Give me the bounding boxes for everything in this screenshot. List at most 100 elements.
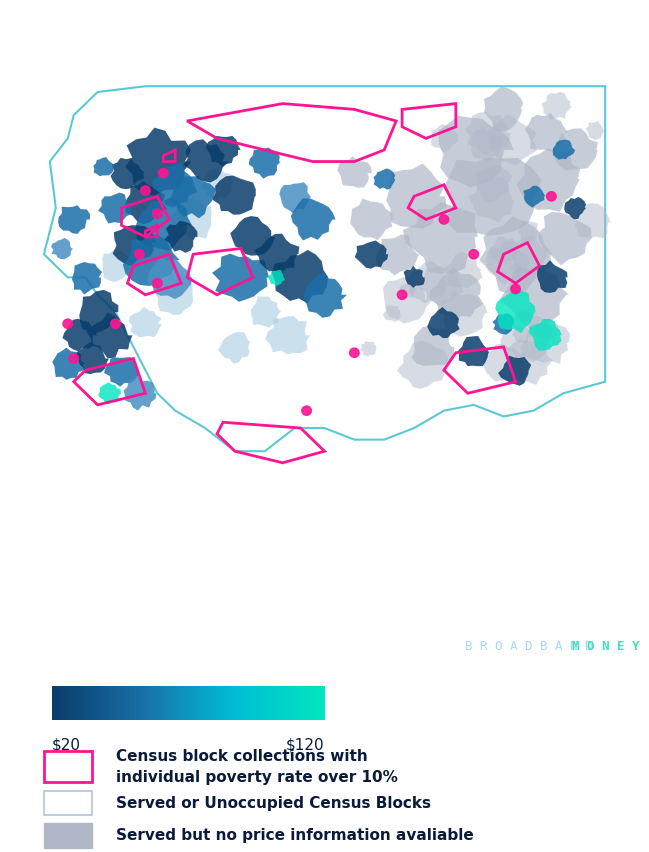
Circle shape [153, 279, 162, 288]
Polygon shape [518, 221, 539, 241]
Polygon shape [254, 233, 299, 273]
Polygon shape [507, 340, 554, 385]
Polygon shape [164, 221, 197, 253]
Polygon shape [469, 177, 515, 223]
Polygon shape [170, 176, 215, 218]
Polygon shape [135, 197, 192, 251]
Circle shape [141, 186, 150, 195]
Polygon shape [441, 291, 487, 337]
Polygon shape [512, 326, 532, 343]
Polygon shape [230, 216, 275, 256]
Circle shape [469, 250, 478, 259]
Circle shape [69, 354, 79, 363]
Polygon shape [110, 158, 145, 189]
Polygon shape [183, 140, 229, 182]
Circle shape [350, 348, 359, 357]
Circle shape [439, 215, 448, 224]
Polygon shape [564, 197, 586, 219]
Circle shape [153, 209, 162, 218]
Polygon shape [152, 163, 198, 207]
Polygon shape [93, 157, 115, 176]
Polygon shape [201, 169, 234, 201]
Circle shape [158, 169, 168, 178]
Polygon shape [44, 86, 605, 452]
Polygon shape [206, 135, 241, 166]
Polygon shape [272, 250, 328, 303]
Bar [44, 751, 92, 782]
Polygon shape [72, 262, 102, 295]
Text: B R O A D B A N D .: B R O A D B A N D . [465, 640, 607, 653]
Polygon shape [171, 199, 212, 241]
Polygon shape [403, 202, 478, 273]
Polygon shape [383, 305, 401, 321]
Text: Served or Unoccupied Census Blocks: Served or Unoccupied Census Blocks [116, 796, 431, 811]
Circle shape [111, 320, 120, 328]
Polygon shape [291, 199, 336, 240]
Polygon shape [511, 236, 548, 275]
Polygon shape [493, 314, 514, 335]
Polygon shape [51, 238, 73, 259]
Circle shape [546, 192, 556, 201]
Polygon shape [350, 199, 394, 240]
Polygon shape [479, 216, 552, 294]
Polygon shape [431, 124, 459, 153]
Polygon shape [125, 128, 191, 196]
Polygon shape [489, 237, 519, 264]
Polygon shape [541, 92, 572, 120]
Polygon shape [400, 284, 416, 298]
Polygon shape [538, 212, 593, 265]
Polygon shape [484, 343, 526, 382]
Text: Census block collections with
individual poverty rate over 10%: Census block collections with individual… [116, 749, 398, 785]
Polygon shape [517, 147, 580, 212]
Polygon shape [585, 121, 606, 140]
Circle shape [511, 285, 520, 294]
Polygon shape [500, 310, 552, 362]
Polygon shape [525, 113, 569, 152]
Polygon shape [58, 205, 90, 234]
Polygon shape [458, 336, 489, 366]
Polygon shape [438, 116, 514, 187]
Polygon shape [421, 266, 463, 308]
Polygon shape [279, 182, 311, 214]
Polygon shape [520, 322, 570, 364]
Polygon shape [499, 267, 569, 329]
Polygon shape [471, 128, 502, 162]
Polygon shape [445, 251, 482, 288]
Circle shape [63, 320, 73, 328]
Polygon shape [376, 234, 419, 275]
Polygon shape [386, 164, 447, 228]
Polygon shape [53, 348, 86, 380]
Polygon shape [123, 377, 156, 411]
Polygon shape [488, 114, 537, 166]
Text: Served but no price information avaliable: Served but no price information avaliabl… [116, 828, 474, 843]
Polygon shape [411, 326, 454, 366]
Polygon shape [147, 257, 192, 299]
Polygon shape [443, 158, 542, 235]
Polygon shape [304, 272, 347, 318]
Polygon shape [429, 268, 484, 320]
Polygon shape [532, 320, 551, 339]
Polygon shape [104, 357, 138, 387]
Polygon shape [374, 169, 395, 190]
Text: $20: $20 [52, 738, 81, 753]
Polygon shape [465, 112, 510, 156]
Polygon shape [407, 262, 448, 303]
Polygon shape [265, 316, 310, 354]
Polygon shape [337, 156, 372, 187]
Polygon shape [553, 129, 598, 170]
Polygon shape [495, 291, 535, 333]
Polygon shape [113, 225, 157, 266]
Polygon shape [62, 319, 97, 351]
Polygon shape [484, 86, 523, 131]
Polygon shape [529, 319, 562, 351]
Polygon shape [575, 203, 610, 238]
Polygon shape [474, 165, 512, 202]
Polygon shape [523, 186, 545, 208]
Polygon shape [129, 307, 162, 337]
Polygon shape [427, 307, 459, 338]
Circle shape [397, 291, 407, 299]
Polygon shape [123, 235, 180, 286]
Polygon shape [535, 319, 560, 343]
Text: M O N E Y: M O N E Y [572, 640, 640, 653]
Polygon shape [75, 343, 109, 374]
